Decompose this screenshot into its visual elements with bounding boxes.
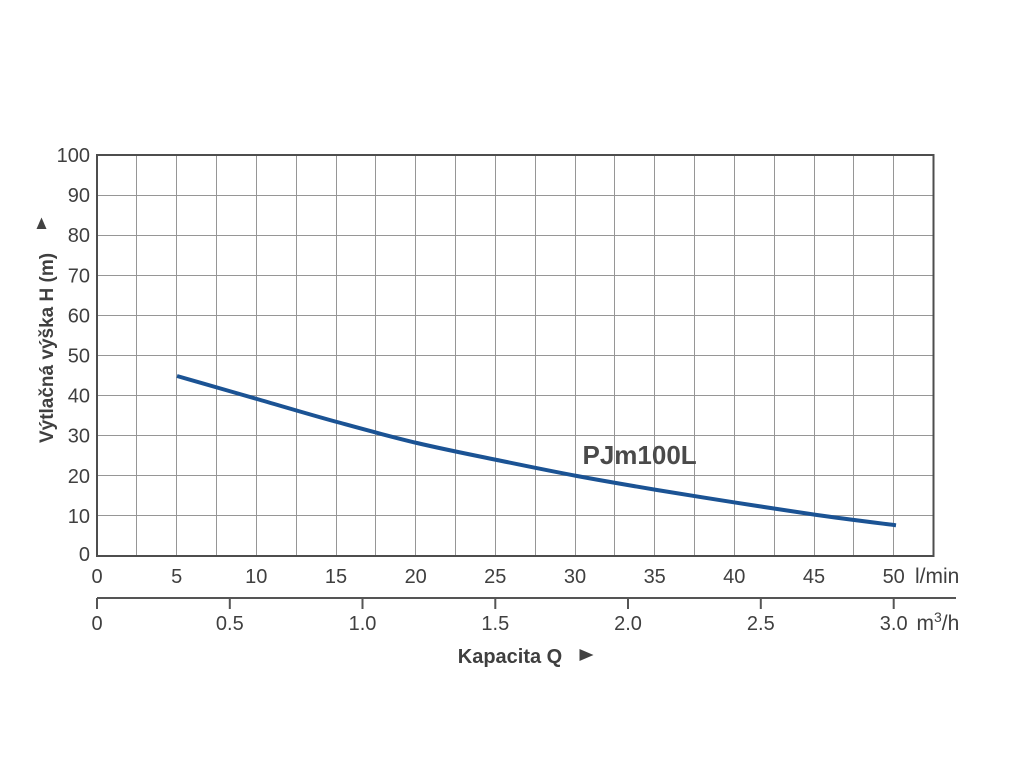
svg-text:45: 45 xyxy=(803,566,825,588)
svg-text:0: 0 xyxy=(91,566,102,588)
svg-text:20: 20 xyxy=(405,566,427,588)
svg-text:1.5: 1.5 xyxy=(481,613,509,635)
svg-text:50: 50 xyxy=(68,346,90,368)
svg-text:10: 10 xyxy=(68,506,90,528)
svg-text:Výtlačná výška H (m): Výtlačná výška H (m) xyxy=(37,253,58,443)
svg-text:60: 60 xyxy=(68,305,90,327)
svg-text:0.5: 0.5 xyxy=(216,613,244,635)
svg-text:90: 90 xyxy=(68,185,90,207)
svg-text:2.5: 2.5 xyxy=(747,613,775,635)
svg-text:l/min: l/min xyxy=(915,565,959,588)
svg-text:100: 100 xyxy=(57,145,90,167)
svg-text:30: 30 xyxy=(68,426,90,448)
svg-text:15: 15 xyxy=(325,566,347,588)
svg-text:80: 80 xyxy=(68,225,90,247)
svg-text:25: 25 xyxy=(484,566,506,588)
svg-text:35: 35 xyxy=(644,566,666,588)
svg-text:PJm100L: PJm100L xyxy=(583,440,697,470)
svg-text:30: 30 xyxy=(564,566,586,588)
svg-text:0: 0 xyxy=(91,613,102,635)
svg-text:5: 5 xyxy=(171,566,182,588)
svg-text:3.0: 3.0 xyxy=(880,613,908,635)
svg-text:2.0: 2.0 xyxy=(614,613,642,635)
svg-text:0: 0 xyxy=(79,544,90,566)
svg-text:10: 10 xyxy=(245,566,267,588)
svg-text:70: 70 xyxy=(68,265,90,287)
svg-text:20: 20 xyxy=(68,466,90,488)
svg-text:1.0: 1.0 xyxy=(349,613,377,635)
svg-text:40: 40 xyxy=(723,566,745,588)
svg-text:40: 40 xyxy=(68,386,90,408)
svg-text:50: 50 xyxy=(883,566,905,588)
svg-text:Kapacita Q: Kapacita Q xyxy=(458,646,562,668)
